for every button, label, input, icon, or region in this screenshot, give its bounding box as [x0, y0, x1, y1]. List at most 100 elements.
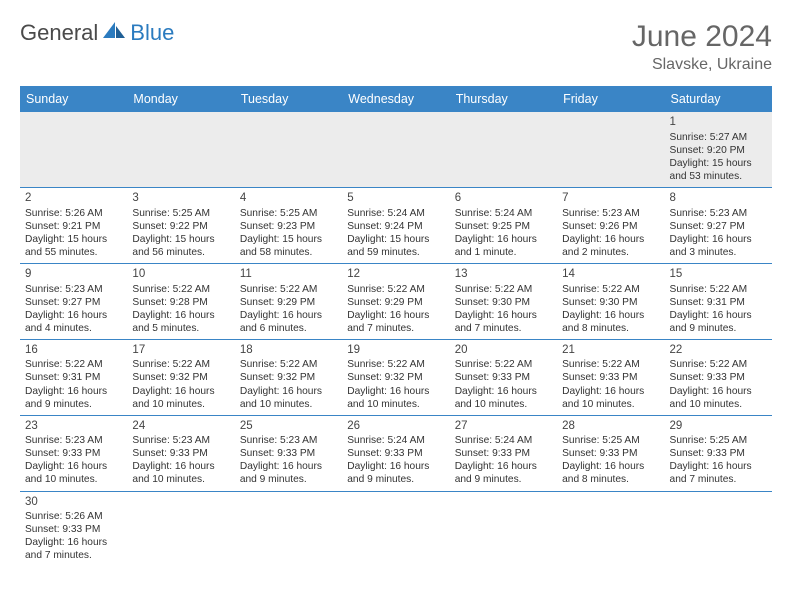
calendar-cell-empty — [450, 492, 557, 567]
calendar-cell: 16 Sunrise: 5:22 AM Sunset: 9:31 PM Dayl… — [20, 340, 127, 415]
sunset-line: Sunset: 9:32 PM — [347, 371, 444, 384]
brand-part2: Blue — [130, 20, 174, 46]
sunrise-line: Sunrise: 5:22 AM — [670, 283, 767, 296]
calendar-cell: 24 Sunrise: 5:23 AM Sunset: 9:33 PM Dayl… — [127, 416, 234, 491]
weekday-tue: Tuesday — [235, 86, 342, 112]
weekday-mon: Monday — [127, 86, 234, 112]
calendar-cell: 30 Sunrise: 5:26 AM Sunset: 9:33 PM Dayl… — [20, 492, 127, 567]
sunrise-line: Sunrise: 5:25 AM — [562, 434, 659, 447]
daylight-line: Daylight: 16 hours and 10 minutes. — [25, 460, 122, 486]
calendar-cell-empty — [127, 112, 234, 187]
calendar-cell: 14 Sunrise: 5:22 AM Sunset: 9:30 PM Dayl… — [557, 264, 664, 339]
day-number: 24 — [132, 419, 229, 434]
sunset-line: Sunset: 9:33 PM — [25, 523, 122, 536]
sunset-line: Sunset: 9:29 PM — [347, 296, 444, 309]
calendar-cell: 28 Sunrise: 5:25 AM Sunset: 9:33 PM Dayl… — [557, 416, 664, 491]
sunrise-line: Sunrise: 5:24 AM — [347, 434, 444, 447]
sunrise-line: Sunrise: 5:22 AM — [670, 358, 767, 371]
sunrise-line: Sunrise: 5:23 AM — [25, 283, 122, 296]
calendar-cell-empty — [235, 112, 342, 187]
day-number: 15 — [670, 267, 767, 282]
calendar-cell-empty — [342, 112, 449, 187]
calendar-cell: 4 Sunrise: 5:25 AM Sunset: 9:23 PM Dayli… — [235, 188, 342, 263]
day-number: 8 — [670, 191, 767, 206]
weekday-sat: Saturday — [665, 86, 772, 112]
day-number: 3 — [132, 191, 229, 206]
sunrise-line: Sunrise: 5:23 AM — [25, 434, 122, 447]
sunset-line: Sunset: 9:20 PM — [670, 144, 767, 157]
calendar-cell: 8 Sunrise: 5:23 AM Sunset: 9:27 PM Dayli… — [665, 188, 772, 263]
daylight-line: Daylight: 16 hours and 8 minutes. — [562, 309, 659, 335]
calendar-cell: 17 Sunrise: 5:22 AM Sunset: 9:32 PM Dayl… — [127, 340, 234, 415]
sunrise-line: Sunrise: 5:26 AM — [25, 510, 122, 523]
calendar-cell: 10 Sunrise: 5:22 AM Sunset: 9:28 PM Dayl… — [127, 264, 234, 339]
daylight-line: Daylight: 15 hours and 55 minutes. — [25, 233, 122, 259]
day-number: 2 — [25, 191, 122, 206]
month-title: June 2024 — [632, 20, 772, 54]
calendar-cell: 6 Sunrise: 5:24 AM Sunset: 9:25 PM Dayli… — [450, 188, 557, 263]
calendar-cell-empty — [20, 112, 127, 187]
daylight-line: Daylight: 16 hours and 7 minutes. — [25, 536, 122, 562]
sunset-line: Sunset: 9:22 PM — [132, 220, 229, 233]
day-number: 23 — [25, 419, 122, 434]
calendar-cell: 13 Sunrise: 5:22 AM Sunset: 9:30 PM Dayl… — [450, 264, 557, 339]
day-number: 9 — [25, 267, 122, 282]
sunset-line: Sunset: 9:28 PM — [132, 296, 229, 309]
calendar-cell: 11 Sunrise: 5:22 AM Sunset: 9:29 PM Dayl… — [235, 264, 342, 339]
sunset-line: Sunset: 9:33 PM — [25, 447, 122, 460]
daylight-line: Daylight: 16 hours and 1 minute. — [455, 233, 552, 259]
sunrise-line: Sunrise: 5:24 AM — [455, 207, 552, 220]
sunset-line: Sunset: 9:33 PM — [240, 447, 337, 460]
sunset-line: Sunset: 9:24 PM — [347, 220, 444, 233]
sunrise-line: Sunrise: 5:22 AM — [240, 358, 337, 371]
day-number: 18 — [240, 343, 337, 358]
sunrise-line: Sunrise: 5:24 AM — [347, 207, 444, 220]
day-number: 29 — [670, 419, 767, 434]
day-number: 30 — [25, 495, 122, 510]
daylight-line: Daylight: 16 hours and 9 minutes. — [240, 460, 337, 486]
calendar-cell: 22 Sunrise: 5:22 AM Sunset: 9:33 PM Dayl… — [665, 340, 772, 415]
sunrise-line: Sunrise: 5:22 AM — [25, 358, 122, 371]
day-number: 17 — [132, 343, 229, 358]
calendar-cell: 2 Sunrise: 5:26 AM Sunset: 9:21 PM Dayli… — [20, 188, 127, 263]
sunrise-line: Sunrise: 5:22 AM — [455, 283, 552, 296]
daylight-line: Daylight: 16 hours and 5 minutes. — [132, 309, 229, 335]
weekday-header: Sunday Monday Tuesday Wednesday Thursday… — [20, 86, 772, 112]
calendar-cell-empty — [557, 492, 664, 567]
day-number: 28 — [562, 419, 659, 434]
sunset-line: Sunset: 9:31 PM — [25, 371, 122, 384]
sunrise-line: Sunrise: 5:25 AM — [670, 434, 767, 447]
daylight-line: Daylight: 16 hours and 10 minutes. — [562, 385, 659, 411]
daylight-line: Daylight: 16 hours and 9 minutes. — [347, 460, 444, 486]
sunrise-line: Sunrise: 5:23 AM — [562, 207, 659, 220]
calendar-week: 1 Sunrise: 5:27 AM Sunset: 9:20 PM Dayli… — [20, 112, 772, 188]
calendar-cell: 1 Sunrise: 5:27 AM Sunset: 9:20 PM Dayli… — [665, 112, 772, 187]
calendar-week: 2 Sunrise: 5:26 AM Sunset: 9:21 PM Dayli… — [20, 188, 772, 264]
sunset-line: Sunset: 9:33 PM — [455, 447, 552, 460]
brand-logo: General Blue — [20, 20, 174, 46]
sunrise-line: Sunrise: 5:25 AM — [240, 207, 337, 220]
day-number: 1 — [670, 115, 767, 130]
sunrise-line: Sunrise: 5:22 AM — [455, 358, 552, 371]
day-number: 5 — [347, 191, 444, 206]
day-number: 19 — [347, 343, 444, 358]
calendar-week: 16 Sunrise: 5:22 AM Sunset: 9:31 PM Dayl… — [20, 340, 772, 416]
sunrise-line: Sunrise: 5:23 AM — [132, 434, 229, 447]
calendar-cell: 25 Sunrise: 5:23 AM Sunset: 9:33 PM Dayl… — [235, 416, 342, 491]
daylight-line: Daylight: 16 hours and 6 minutes. — [240, 309, 337, 335]
calendar-week: 23 Sunrise: 5:23 AM Sunset: 9:33 PM Dayl… — [20, 416, 772, 492]
sunrise-line: Sunrise: 5:25 AM — [132, 207, 229, 220]
day-number: 16 — [25, 343, 122, 358]
calendar-week: 9 Sunrise: 5:23 AM Sunset: 9:27 PM Dayli… — [20, 264, 772, 340]
sunset-line: Sunset: 9:33 PM — [562, 371, 659, 384]
location: Slavske, Ukraine — [632, 56, 772, 74]
sunrise-line: Sunrise: 5:22 AM — [240, 283, 337, 296]
sunset-line: Sunset: 9:21 PM — [25, 220, 122, 233]
sunset-line: Sunset: 9:32 PM — [132, 371, 229, 384]
sunset-line: Sunset: 9:32 PM — [240, 371, 337, 384]
weekday-sun: Sunday — [20, 86, 127, 112]
calendar-cell: 29 Sunrise: 5:25 AM Sunset: 9:33 PM Dayl… — [665, 416, 772, 491]
day-number: 22 — [670, 343, 767, 358]
calendar-cell: 26 Sunrise: 5:24 AM Sunset: 9:33 PM Dayl… — [342, 416, 449, 491]
day-number: 7 — [562, 191, 659, 206]
